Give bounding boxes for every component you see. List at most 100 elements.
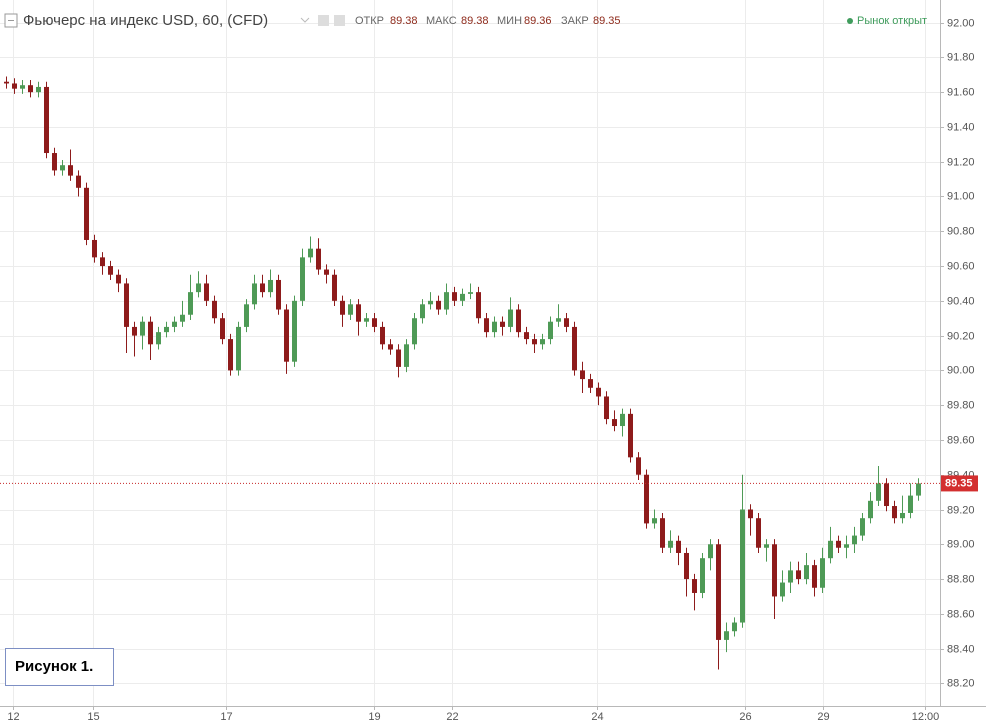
stat-value: 89.38 <box>390 15 418 27</box>
candle-body <box>844 544 849 548</box>
candle-body <box>332 274 337 301</box>
candle-body <box>852 535 857 545</box>
candle-body <box>12 83 17 89</box>
candle-body <box>804 565 809 580</box>
candle-body <box>108 266 113 275</box>
candle-body <box>348 304 353 315</box>
stat-label: МИН <box>497 15 522 27</box>
candle-body <box>324 269 329 275</box>
candle-body <box>188 292 193 315</box>
status-dot <box>847 18 853 24</box>
candle-body <box>908 495 913 513</box>
candle-body <box>260 283 265 293</box>
candle-body <box>164 326 169 333</box>
dropdown-icon[interactable] <box>300 17 310 23</box>
candle-body <box>412 318 417 345</box>
y-tick-label: 88.20 <box>947 677 975 689</box>
y-tick-label: 91.60 <box>947 86 975 98</box>
candle-body <box>476 292 481 319</box>
candle-body <box>116 274 121 284</box>
x-tick-label: 12:00 <box>912 711 940 723</box>
candle-body <box>524 332 529 340</box>
y-tick-label: 92.00 <box>947 17 975 29</box>
caption-box <box>5 648 114 686</box>
candle-body <box>788 570 793 583</box>
candle-body <box>652 518 657 524</box>
settings-icon[interactable] <box>318 15 329 26</box>
candle-body <box>748 509 753 519</box>
stat-label: МАКС <box>426 15 457 27</box>
candle-body <box>244 304 249 327</box>
y-tick-label: 90.00 <box>947 364 975 376</box>
candle-body <box>76 175 81 188</box>
candle-body <box>276 279 281 310</box>
candle-body <box>36 86 41 93</box>
candle-body <box>820 558 825 588</box>
candle-body <box>220 318 225 340</box>
candle-body <box>300 257 305 301</box>
candle-body <box>124 283 129 327</box>
y-tick-label: 91.00 <box>947 190 975 202</box>
candle-body <box>236 326 241 371</box>
candle-body <box>620 413 625 427</box>
candle-body <box>396 349 401 367</box>
candle-body <box>60 165 65 171</box>
y-tick-label: 88.40 <box>947 643 975 655</box>
y-tick-label: 91.20 <box>947 156 975 168</box>
candle-body <box>508 309 513 327</box>
candle-body <box>724 631 729 640</box>
candle-body <box>180 314 185 322</box>
candle-body <box>532 339 537 345</box>
x-tick-label: 15 <box>87 711 99 723</box>
candle-body <box>876 483 881 501</box>
candle-body <box>212 300 217 319</box>
y-tick-label: 89.80 <box>947 399 975 411</box>
stat-label: ОТКР <box>355 15 384 27</box>
candle-body <box>588 379 593 388</box>
candle-body <box>44 86 49 154</box>
candle-body <box>228 339 233 371</box>
candle-body <box>204 283 209 301</box>
candle-body <box>484 318 489 333</box>
x-tick-label: 29 <box>817 711 829 723</box>
candle-body <box>460 293 465 301</box>
candle-body <box>764 544 769 548</box>
candle-body <box>316 248 321 270</box>
y-tick-label: 90.20 <box>947 330 975 342</box>
candle-body <box>772 544 777 597</box>
candle-body <box>556 318 561 322</box>
y-tick-label: 91.80 <box>947 51 975 63</box>
candle-body <box>4 81 9 84</box>
candle-body <box>740 509 745 623</box>
candle-body <box>796 570 801 580</box>
candle-body <box>156 332 161 345</box>
candle-body <box>660 518 665 548</box>
hide-icon[interactable] <box>334 15 345 26</box>
candle-body <box>500 321 505 327</box>
candle-body <box>828 540 833 559</box>
x-tick-label: 19 <box>368 711 380 723</box>
candle-body <box>612 419 617 427</box>
candle-body <box>404 344 409 367</box>
y-tick-label: 91.40 <box>947 121 975 133</box>
candle-body <box>836 540 841 548</box>
candle-body <box>548 321 553 340</box>
stat-value: 89.36 <box>524 15 552 27</box>
candle-body <box>428 300 433 305</box>
candle-body <box>516 309 521 333</box>
candle-body <box>492 321 497 333</box>
x-tick-label: 26 <box>739 711 751 723</box>
candle-body <box>364 318 369 322</box>
candle-body <box>644 474 649 524</box>
last-price-label: 89.35 <box>945 477 973 489</box>
candle-body <box>372 318 377 327</box>
candle-body <box>388 344 393 350</box>
stat-value: 89.35 <box>593 15 621 27</box>
candle-body <box>308 248 313 258</box>
chart-title: Фьючерс на индекс USD, 60, (CFD) <box>23 12 268 29</box>
candle-body <box>868 500 873 519</box>
candle-body <box>708 544 713 559</box>
candle-body <box>540 339 545 345</box>
candle-body <box>668 540 673 548</box>
